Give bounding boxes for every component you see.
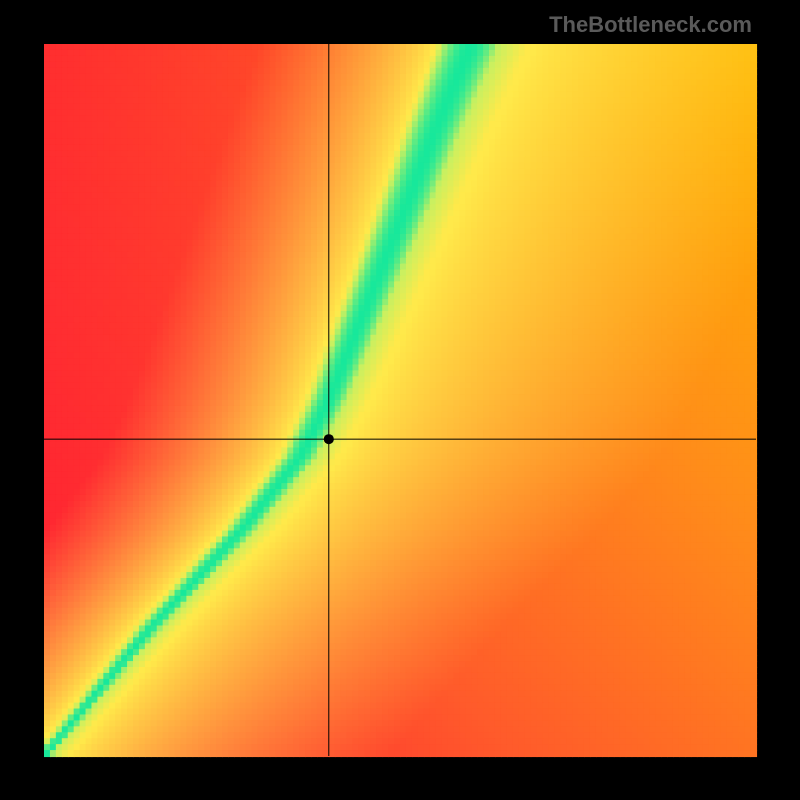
watermark-text: TheBottleneck.com	[549, 12, 752, 38]
chart-container: TheBottleneck.com	[0, 0, 800, 800]
heatmap-canvas	[0, 0, 800, 800]
